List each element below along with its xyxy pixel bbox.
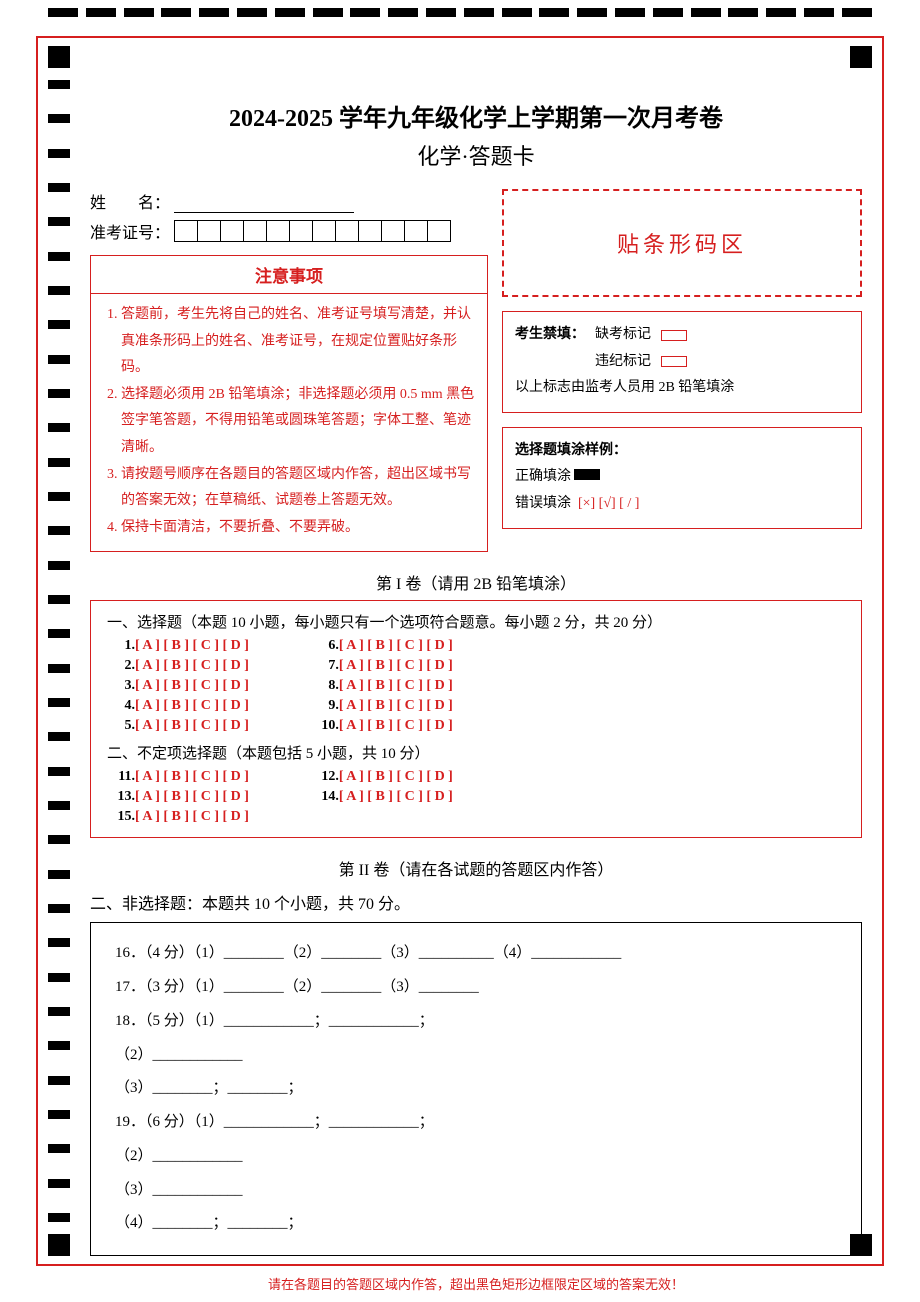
notice-list: 答题前，考生先将自己的姓名、准考证号填写清楚，并认真准条形码上的姓名、准考证号，… [101,302,477,541]
frq-line[interactable]: 18．（5 分）（1）____________；____________； [115,1005,837,1039]
bubble-row[interactable]: 14.[ A ] [ B ] [ C ] [ D ] [319,789,453,805]
page-title-2: 化学·答题卡 [90,139,862,171]
stu-forbid-label: 考生禁填： [515,322,585,349]
mc1-grid: 1.[ A ] [ B ] [ C ] [ D ] 2.[ A ] [ B ] [… [115,638,845,734]
frq-line[interactable]: 17．（3 分）（1）________（2）________（3）_______… [115,971,837,1005]
correct-fill-icon [574,469,600,480]
mc1-col2: 6.[ A ] [ B ] [ C ] [ D ] 7.[ A ] [ B ] [… [319,638,453,734]
mc-section2-title: 二、不定项选择题（本题包括 5 小题，共 10 分） [107,742,845,763]
left-registration-marks [48,80,70,1222]
stu-note: 以上标志由监考人员用 2B 铅笔填涂 [515,375,849,402]
part2-label: 第 II 卷（请在各试题的答题区内作答） [90,856,862,880]
top-registration-marks [48,8,872,17]
bubble-row[interactable]: 11.[ A ] [ B ] [ C ] [ D ] [115,769,249,785]
content-area: 2024-2025 学年九年级化学上学期第一次月考卷 化学·答题卡 姓 名： 准… [90,80,862,1242]
barcode-zone: 贴条形码区 [502,189,862,297]
corner-mark [850,46,872,68]
bubble-row[interactable]: 7.[ A ] [ B ] [ C ] [ D ] [319,658,453,674]
mc2-col1: 11.[ A ] [ B ] [ C ] [ D ] 13.[ A ] [ B ]… [115,769,249,825]
bubble-row[interactable]: 8.[ A ] [ B ] [ C ] [ D ] [319,678,453,694]
bubble-row[interactable]: 13.[ A ] [ B ] [ C ] [ D ] [115,789,249,805]
bubble-row[interactable]: 6.[ A ] [ B ] [ C ] [ D ] [319,638,453,654]
bubble-row[interactable]: 15.[ A ] [ B ] [ C ] [ D ] [115,809,249,825]
mc-section-box: 一、选择题（本题 10 小题，每小题只有一个选项符合题意。每小题 2 分，共 2… [90,600,862,838]
frq-line[interactable]: （3）________；________； [115,1072,837,1106]
answer-sheet-page: 2024-2025 学年九年级化学上学期第一次月考卷 化学·答题卡 姓 名： 准… [0,0,920,1302]
mc1-col1: 1.[ A ] [ B ] [ C ] [ D ] 2.[ A ] [ B ] [… [115,638,249,734]
notice-item: 选择题必须用 2B 铅笔填涂；非选择题必须用 0.5 mm 黑色签字笔答题，不得… [121,382,477,462]
sample-header: 选择题填涂样例： [515,438,849,465]
name-label: 姓 名： [90,189,170,213]
notice-item: 答题前，考生先将自己的姓名、准考证号填写清楚，并认真准条形码上的姓名、准考证号，… [121,302,477,382]
frq-box[interactable]: 16．（4 分）（1）________（2）________（3）_______… [90,922,862,1256]
frq-line[interactable]: （3）____________ [115,1174,837,1208]
fill-sample-box: 选择题填涂样例： 正确填涂 错误填涂 [×] [√] [ / ] [502,427,862,529]
notice-item: 请按题号顺序在各题目的答题区域内作答，超出区域书写的答案无效；在草稿纸、试题卷上… [121,462,477,515]
corner-mark [48,1234,70,1256]
mc2-col2: 12.[ A ] [ B ] [ C ] [ D ] 14.[ A ] [ B ]… [319,769,453,825]
bubble-row[interactable]: 1.[ A ] [ B ] [ C ] [ D ] [115,638,249,654]
bubble-row[interactable]: 10.[ A ] [ B ] [ C ] [ D ] [319,718,453,734]
student-forbid-box: 考生禁填： 缺考标记 考生禁填： 违纪标记 以上标志由监考人员用 2B 铅笔填涂 [502,311,862,413]
idnum-boxes[interactable] [174,220,451,242]
absent-mark[interactable] [661,330,687,341]
part1-label: 第 I 卷（请用 2B 铅笔填涂） [90,570,862,594]
footer-warning: 请在各题目的答题区域内作答，超出黑色矩形边框限定区域的答案无效！ [90,1274,862,1293]
idnum-label: 准考证号： [90,219,170,243]
absent-label: 缺考标记 [595,322,651,349]
correct-fill-label: 正确填涂 [515,469,571,484]
page-title-1: 2024-2025 学年九年级化学上学期第一次月考卷 [90,98,862,133]
notice-title: 注意事项 [91,256,487,294]
name-row: 姓 名： [90,189,488,213]
frq-line[interactable]: 19．（6 分）（1）____________；____________； [115,1106,837,1140]
wrong-fill-label: 错误填涂 [515,496,571,511]
header-left: 姓 名： 准考证号： 注意事项 答题前，考生先将自己的姓名、准考证号填写清楚，并… [90,189,488,552]
notice-item: 保持卡面清洁，不要折叠、不要弄破。 [121,515,477,542]
violation-mark[interactable] [661,356,687,367]
bubble-row[interactable]: 3.[ A ] [ B ] [ C ] [ D ] [115,678,249,694]
mc-section1-title: 一、选择题（本题 10 小题，每小题只有一个选项符合题意。每小题 2 分，共 2… [107,611,845,632]
frq-line[interactable]: （4）________；________； [115,1207,837,1241]
wrong-fill-marks: [×] [√] [ / ] [578,496,639,511]
notice-box: 注意事项 答题前，考生先将自己的姓名、准考证号填写清楚，并认真准条形码上的姓名、… [90,255,488,552]
idnum-row: 准考证号： [90,219,488,243]
header-right: 贴条形码区 考生禁填： 缺考标记 考生禁填： 违纪标记 以上标志由监考人员用 2… [502,189,862,552]
corner-mark [48,46,70,68]
name-input-line[interactable] [174,212,354,213]
bubble-row[interactable]: 2.[ A ] [ B ] [ C ] [ D ] [115,658,249,674]
bubble-row[interactable]: 12.[ A ] [ B ] [ C ] [ D ] [319,769,453,785]
mc2-grid: 11.[ A ] [ B ] [ C ] [ D ] 13.[ A ] [ B ]… [115,769,845,825]
frq-line[interactable]: （2）____________ [115,1140,837,1174]
violation-label: 违纪标记 [595,349,651,376]
frq-line[interactable]: 16．（4 分）（1）________（2）________（3）_______… [115,937,837,971]
bubble-row[interactable]: 9.[ A ] [ B ] [ C ] [ D ] [319,698,453,714]
bubble-row[interactable]: 5.[ A ] [ B ] [ C ] [ D ] [115,718,249,734]
bubble-row[interactable]: 4.[ A ] [ B ] [ C ] [ D ] [115,698,249,714]
frq-line[interactable]: （2）____________ [115,1039,837,1073]
header-grid: 姓 名： 准考证号： 注意事项 答题前，考生先将自己的姓名、准考证号填写清楚，并… [90,189,862,552]
frq-header: 二、非选择题：本题共 10 个小题，共 70 分。 [90,890,862,914]
